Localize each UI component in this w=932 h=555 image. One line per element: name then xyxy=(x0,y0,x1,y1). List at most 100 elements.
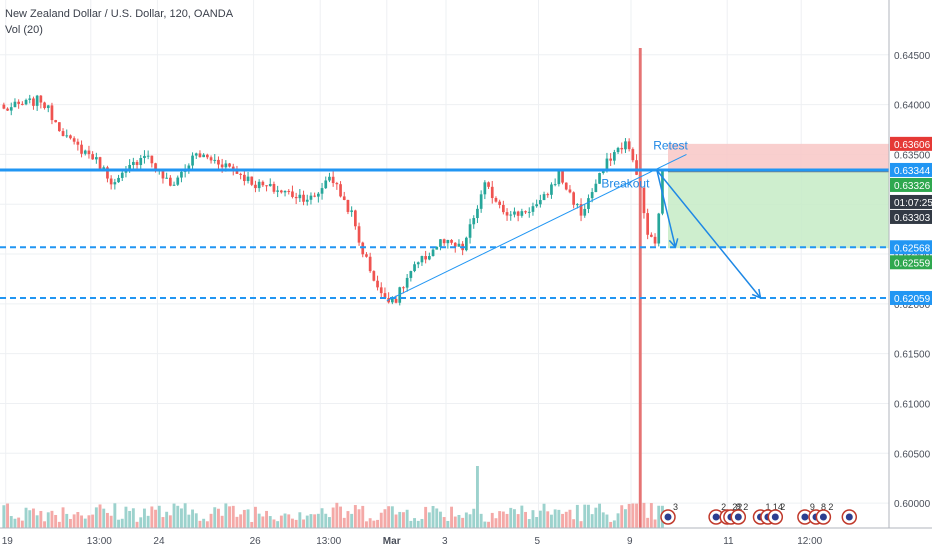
volume-bar xyxy=(494,518,498,528)
volume-bar xyxy=(283,513,287,528)
candle-body xyxy=(172,184,176,186)
volume-bar xyxy=(76,512,80,528)
volume-bar xyxy=(39,510,43,528)
candle-body xyxy=(276,190,279,192)
candle-body xyxy=(339,184,342,197)
volume-bar xyxy=(109,515,113,528)
volume-bar xyxy=(409,520,413,528)
x-tick-label: 19 xyxy=(2,536,14,547)
candle-body xyxy=(361,242,365,255)
volume-bar xyxy=(472,508,476,528)
candle-body xyxy=(428,256,431,260)
candle-body xyxy=(450,239,453,243)
candle-body xyxy=(320,188,324,194)
candle-body xyxy=(346,199,350,212)
volume-bar xyxy=(235,516,239,528)
candle-body xyxy=(590,192,594,199)
volume-bar xyxy=(324,513,328,528)
volume-bar xyxy=(61,507,65,528)
volume-bar xyxy=(120,518,124,528)
volume-bar xyxy=(557,509,561,528)
candle-body xyxy=(217,159,220,165)
price-label-text: 0.62568 xyxy=(894,243,931,254)
volume-bar xyxy=(442,517,446,528)
volume-bar xyxy=(257,513,261,528)
volume-indicator-label[interactable]: Vol (20) xyxy=(5,24,43,36)
volume-bar xyxy=(357,509,361,528)
candle-body xyxy=(465,237,468,251)
volume-bar xyxy=(176,505,180,528)
candle-body xyxy=(502,204,505,213)
volume-bar xyxy=(446,520,450,528)
volume-bar xyxy=(402,512,405,528)
candle-body xyxy=(513,211,516,215)
volume-bar xyxy=(43,521,46,528)
volume-bar xyxy=(287,514,291,528)
candle-body xyxy=(317,193,320,197)
volume-bar xyxy=(657,505,661,528)
candle-body xyxy=(524,211,527,213)
volume-bar xyxy=(276,521,280,528)
price-label-text: 0.63606 xyxy=(894,140,931,151)
volume-bar xyxy=(635,503,638,528)
volume-bar xyxy=(490,512,494,528)
breakout-annotation: Breakout xyxy=(601,176,650,190)
volume-bar xyxy=(501,511,505,528)
volume-bar xyxy=(457,514,461,528)
volume-bar xyxy=(57,521,61,528)
y-tick-label: 0.62000 xyxy=(894,300,931,311)
x-tick-label: 5 xyxy=(535,536,541,547)
volume-bar xyxy=(102,508,106,528)
ascending-trendline xyxy=(386,153,687,302)
candle-body xyxy=(550,184,553,195)
price-label-text: 0.63303 xyxy=(894,213,931,224)
volume-bar xyxy=(531,510,535,528)
volume-bar xyxy=(353,505,357,528)
candle-body xyxy=(83,150,87,154)
projection-arrow xyxy=(656,170,677,248)
volume-bar xyxy=(483,521,487,528)
candle-body xyxy=(624,141,627,150)
flag-icon xyxy=(664,513,672,521)
volume-bar xyxy=(612,520,616,528)
candle-body xyxy=(365,254,368,257)
candle-body xyxy=(265,185,268,187)
volume-bar xyxy=(217,508,220,528)
volume-bar xyxy=(439,511,442,528)
candle-body xyxy=(61,131,65,137)
candle-body xyxy=(424,256,427,260)
candle-body xyxy=(553,184,557,186)
volume-bar xyxy=(572,519,576,528)
volume-bar xyxy=(616,513,620,528)
candle-body xyxy=(213,159,217,161)
volume-bar xyxy=(65,513,69,528)
candle-body xyxy=(561,171,564,183)
volume-bar xyxy=(54,514,58,528)
x-tick-label: 13:00 xyxy=(316,536,341,547)
event-count: 3 xyxy=(673,502,678,512)
x-tick-label: 3 xyxy=(442,536,448,547)
candle-body xyxy=(468,224,472,238)
volume-bar xyxy=(413,518,416,528)
candle-body xyxy=(657,213,661,244)
candle-body xyxy=(128,165,131,170)
candle-body xyxy=(120,172,124,178)
flag-icon xyxy=(771,513,779,521)
candle-body xyxy=(535,204,538,207)
price-label xyxy=(890,255,932,270)
volume-bar xyxy=(631,503,635,528)
volume-bar xyxy=(261,516,265,528)
volume-bar xyxy=(561,513,564,528)
candle-body xyxy=(594,183,598,193)
volume-bar xyxy=(320,508,324,528)
projection-arrow xyxy=(656,169,762,299)
volume-bar xyxy=(468,514,472,528)
volume-bar xyxy=(187,514,191,528)
candle-body xyxy=(146,155,150,157)
candle-body xyxy=(291,191,294,197)
symbol-title[interactable]: New Zealand Dollar / U.S. Dollar, 120, O… xyxy=(5,8,234,20)
candle-body xyxy=(483,182,487,195)
candle-body xyxy=(191,155,194,166)
